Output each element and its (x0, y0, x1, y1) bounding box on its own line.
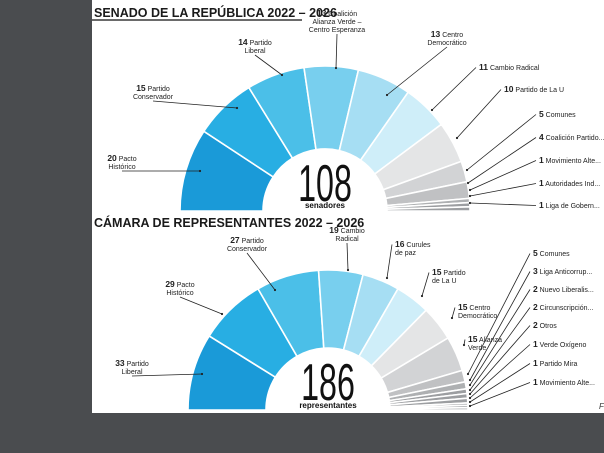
slice-label: 13 Coalición Alianza Verde – Centro Espera… (309, 8, 366, 34)
slice-camara-16 (389, 406, 469, 411)
leader-line (469, 160, 537, 191)
leader-line (469, 325, 531, 395)
slice-label: 16 Curules de paz (395, 239, 431, 257)
leader-line (469, 344, 531, 399)
leader-dot (462, 343, 466, 347)
slice-label: 5 Comunes (533, 248, 570, 258)
slice-label: 15 Partido Conservador (133, 83, 174, 101)
leader-dot (468, 383, 472, 387)
slice-label: 10 Partido de La U (504, 84, 564, 94)
leader-dot (273, 288, 277, 292)
leader-line (421, 272, 430, 297)
leader-line (469, 183, 537, 197)
slice-label: 33 Partido Liberal (115, 358, 149, 376)
leader-dot (430, 108, 434, 112)
senate-chart-title: SENADO DE LA REPÚBLICA 2022 – 2026 (94, 5, 337, 20)
leader-dot (468, 378, 472, 382)
leader-dot (466, 181, 470, 185)
leader-dot (468, 194, 472, 198)
slice-label: 1 Autoridades Ind... (539, 178, 600, 188)
slice-label: 1 Movimiento Alte... (533, 377, 595, 387)
slice-label: 15 Partido de La U (432, 267, 466, 285)
slice-label: 11 Cambio Radical (479, 62, 540, 72)
center-total: 186 (301, 354, 355, 412)
leader-line (152, 100, 238, 109)
leader-dot (466, 372, 470, 376)
leader-dot (468, 396, 472, 400)
slice-label: 1 Verde Oxígeno (533, 339, 586, 349)
center-caption: representantes (299, 401, 357, 410)
leader-dot (334, 66, 338, 70)
slice-label: 1 Liga de Gobern... (539, 200, 600, 210)
leader-dot (220, 312, 224, 316)
document-page: SENADO DE LA REPÚBLICA 2022 – 2026 CÁMAR… (92, 0, 604, 413)
leader-line (467, 137, 537, 184)
slice-label: 5 Comunes (539, 109, 576, 119)
senate-chart: 20 Pacto Histórico 15 Partido Conservador 14… (107, 8, 604, 213)
leader-line (469, 363, 531, 403)
leader-line (451, 307, 456, 319)
leader-line (386, 46, 448, 96)
leader-dot (198, 169, 202, 173)
leader-line (386, 244, 393, 279)
slice-label: 1 Partido Mira (533, 358, 578, 368)
slice-label: 2 Otros (533, 320, 557, 330)
leader-dot (385, 276, 389, 280)
leader-line (346, 242, 349, 271)
leader-line (456, 89, 502, 139)
leader-line (179, 296, 223, 315)
parliament-infographic: SENADO DE LA REPÚBLICA 2022 – 2026 CÁMAR… (92, 5, 604, 412)
leader-dot (468, 201, 472, 205)
leader-line (469, 382, 531, 407)
slice-label: 27 Partido Conservador (227, 235, 268, 253)
leader-dot (468, 388, 472, 392)
slice-label: 15 Alianza Verde (468, 334, 502, 352)
center-caption: senadores (305, 201, 346, 210)
slice-label: 13 Centro Democrático (427, 29, 466, 47)
leader-dot (385, 93, 389, 97)
leader-line (131, 373, 203, 377)
leader-line (469, 307, 531, 391)
leader-line (469, 202, 537, 206)
leader-line (431, 67, 477, 111)
slice-label: 2 Circunscripción... (533, 302, 593, 312)
leader-dot (455, 136, 459, 140)
leader-line (469, 289, 531, 386)
leader-line (466, 114, 537, 171)
slice-label: 19 Cambio Radical (329, 225, 365, 243)
leader-dot (420, 294, 424, 298)
leader-line (335, 33, 338, 69)
leader-dot (465, 168, 469, 172)
slice-label: 14 Partido Liberal (238, 37, 272, 55)
center-total: 108 (298, 155, 352, 213)
chamber-chart-title: CÁMARA DE REPRESENTANTES 2022 – 2026 (94, 215, 364, 230)
leader-line (467, 253, 531, 375)
leader-dot (346, 268, 350, 272)
slice-label: 2 Nuevo Liberalis... (533, 284, 594, 294)
leader-dot (468, 404, 472, 408)
leader-dot (450, 316, 454, 320)
leader-dot (468, 400, 472, 404)
slice-label: 4 Coalición Partido... (539, 132, 604, 142)
leader-dot (468, 392, 472, 396)
footer-fragment: F (599, 402, 604, 411)
slice-label: 3 Liga Anticorrup... (533, 266, 592, 276)
leader-dot (200, 372, 204, 376)
leader-line (469, 271, 531, 381)
slice-label: 20 Pacto Histórico (107, 153, 136, 171)
leader-line (246, 252, 276, 291)
slice-label: 15 Centro Democrático (458, 302, 497, 320)
slice-label: 1 Movimiento Alte... (539, 155, 601, 165)
leader-dot (280, 73, 284, 77)
chamber-chart: 33 Partido Liberal 29 Pacto Histórico 27 Par… (115, 225, 595, 412)
leader-dot (235, 106, 239, 110)
leader-dot (468, 188, 472, 192)
leader-line (254, 54, 283, 76)
slice-senado-12 (386, 205, 471, 212)
slice-label: 29 Pacto Histórico (165, 279, 194, 297)
